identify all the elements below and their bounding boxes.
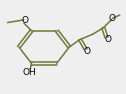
Text: O: O <box>109 14 116 23</box>
Text: OH: OH <box>22 68 36 77</box>
Text: O: O <box>104 35 112 44</box>
Text: O: O <box>83 47 90 56</box>
Text: O: O <box>21 16 28 25</box>
